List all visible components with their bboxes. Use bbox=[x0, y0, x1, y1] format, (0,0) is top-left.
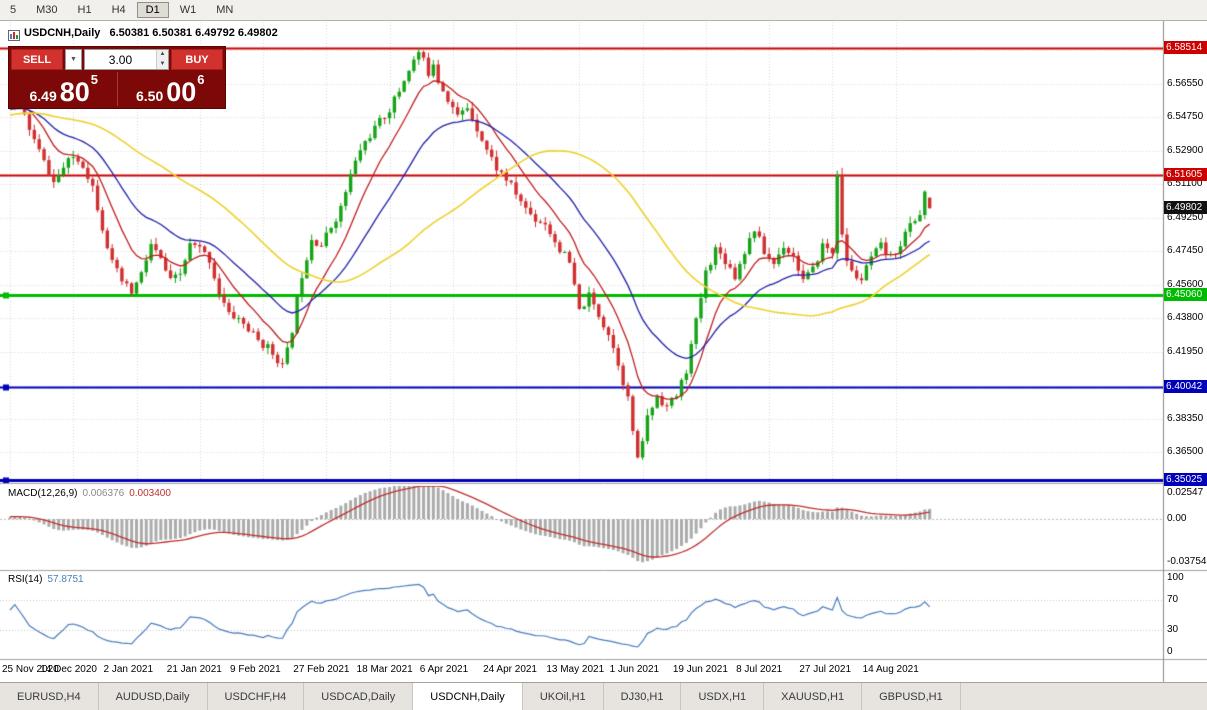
time-axis-label: 14 Dec 2020 bbox=[40, 664, 97, 675]
chart-tab-ukoil-h1[interactable]: UKOil,H1 bbox=[523, 683, 604, 710]
lot-spinner: ▲ ▼ bbox=[155, 50, 168, 69]
chart-tab-xauusd-h1[interactable]: XAUUSD,H1 bbox=[764, 683, 863, 710]
level-price-label: 6.45060 bbox=[1164, 288, 1207, 302]
chart-tab-usdcnh-daily[interactable]: USDCNH,Daily bbox=[413, 683, 523, 710]
time-axis-label: 25 Nov 2020 bbox=[2, 664, 59, 675]
one-click-trading-panel: SELL ▼ ▲ ▼ BUY 6.49 80 5 6.50 00 bbox=[8, 46, 226, 109]
price-axis-tick: 6.52900 bbox=[1167, 145, 1204, 157]
macd-main-value: 0.006376 bbox=[82, 488, 125, 499]
buy-price-base: 6.50 bbox=[135, 87, 164, 104]
time-axis-label: 9 Feb 2021 bbox=[230, 664, 281, 675]
timeframe-button-d1[interactable]: D1 bbox=[136, 2, 169, 18]
macd-indicator-label: MACD(12,26,9) 0.006376 0.003400 bbox=[8, 488, 171, 499]
buy-button[interactable]: BUY bbox=[171, 49, 223, 70]
rsi-name: RSI(14) bbox=[8, 574, 43, 585]
rsi-axis-label: 100 bbox=[1167, 572, 1184, 583]
timeframe-button-m30[interactable]: M30 bbox=[36, 4, 58, 16]
time-axis-label: 2 Jan 2021 bbox=[103, 664, 154, 675]
price-axis-tick: 6.43800 bbox=[1167, 312, 1204, 324]
time-axis-label: 18 Mar 2021 bbox=[356, 664, 413, 675]
time-axis-label: 1 Jun 2021 bbox=[609, 664, 660, 675]
level-price-label: 6.58514 bbox=[1164, 41, 1207, 55]
chart-tab-usdchf-h4[interactable]: USDCHF,H4 bbox=[208, 683, 305, 710]
lot-size-field: ▲ ▼ bbox=[84, 49, 169, 70]
timeframe-button-5[interactable]: 5 bbox=[10, 4, 17, 16]
trade-prices-row: 6.49 80 5 6.50 00 6 bbox=[11, 72, 223, 106]
buy-price-display[interactable]: 6.50 00 6 bbox=[116, 72, 224, 108]
price-axis-tick: 6.49250 bbox=[1167, 212, 1204, 224]
price-axis-tick: 6.47450 bbox=[1167, 245, 1204, 257]
price-axis-tick: 6.45600 bbox=[1167, 279, 1204, 291]
timeframe-button-h4[interactable]: H4 bbox=[111, 4, 126, 16]
chart-tabs-bar: EURUSD,H4 AUDUSD,Daily USDCHF,H4 USDCAD,Dai… bbox=[0, 682, 1207, 710]
chart-title: USDCNH,Daily 6.50381 6.50381 6.49792 6.4… bbox=[24, 27, 278, 39]
ohlc-quote-label: 6.50381 6.50381 6.49792 6.49802 bbox=[109, 27, 278, 39]
rsi-value: 57.8751 bbox=[47, 574, 84, 585]
time-axis-label: 24 Apr 2021 bbox=[483, 664, 537, 675]
chart-tab-usdcad-daily[interactable]: USDCAD,Daily bbox=[304, 683, 414, 710]
time-axis-label: 13 May 2021 bbox=[546, 664, 605, 675]
spinner-up-icon[interactable]: ▲ bbox=[156, 50, 168, 60]
macd-axis-label: 0.02547 bbox=[1167, 487, 1204, 498]
price-axis-tick: 6.38350 bbox=[1167, 412, 1204, 424]
level-price-label: 6.40042 bbox=[1164, 380, 1207, 394]
sell-price-base: 6.49 bbox=[29, 87, 57, 104]
timeframe-button-w1[interactable]: W1 bbox=[179, 4, 197, 16]
chart-tab-eurusd-h4[interactable]: EURUSD,H4 bbox=[0, 683, 99, 710]
price-axis-tick: 6.41950 bbox=[1167, 346, 1204, 358]
rsi-axis-label: 0 bbox=[1167, 646, 1173, 657]
price-axis-tick: 6.36500 bbox=[1167, 446, 1204, 458]
level-price-label: 6.35025 bbox=[1164, 472, 1207, 486]
timeframe-toolbar: 5 M30 H1 H4 D1 W1 MN bbox=[0, 0, 1207, 21]
symbol-period-label: USDCNH,Daily bbox=[24, 27, 101, 39]
price-axis-tick: 6.54750 bbox=[1167, 111, 1204, 123]
price-axis-tick: 6.51100 bbox=[1167, 178, 1203, 190]
lot-size-input[interactable] bbox=[85, 50, 156, 69]
spinner-down-icon[interactable]: ▼ bbox=[156, 59, 168, 69]
timeframe-button-h1[interactable]: H1 bbox=[77, 4, 92, 16]
time-axis-label: 21 Jan 2021 bbox=[166, 664, 222, 675]
lot-dropdown-button[interactable]: ▼ bbox=[65, 49, 82, 70]
timeframe-button-mn[interactable]: MN bbox=[216, 4, 234, 16]
time-axis-label: 27 Feb 2021 bbox=[293, 664, 350, 675]
sell-price-pips: 80 bbox=[59, 77, 90, 108]
current-price-label: 6.49802 bbox=[1164, 201, 1207, 215]
sell-price-point: 5 bbox=[90, 72, 99, 87]
time-axis-label: 19 Jun 2021 bbox=[672, 664, 728, 675]
price-axis-tick: 6.56550 bbox=[1167, 78, 1204, 90]
time-axis-label: 8 Jul 2021 bbox=[736, 664, 783, 675]
level-price-label: 6.51605 bbox=[1164, 168, 1207, 182]
chart-tab-gbpusd-h1[interactable]: GBPUSD,H1 bbox=[862, 683, 961, 710]
rsi-axis-label: 30 bbox=[1167, 623, 1179, 635]
sell-price-display[interactable]: 6.49 80 5 bbox=[11, 72, 117, 106]
macd-signal-value: 0.003400 bbox=[129, 488, 171, 499]
trade-controls-row: SELL ▼ ▲ ▼ BUY bbox=[11, 49, 223, 70]
macd-axis-label: 0.00 bbox=[1167, 513, 1187, 525]
macd-name: MACD(12,26,9) bbox=[8, 488, 78, 499]
chevron-down-icon: ▼ bbox=[70, 56, 77, 63]
buy-price-pips: 00 bbox=[166, 77, 197, 108]
macd-axis-label: -0.03754 bbox=[1167, 556, 1207, 567]
chart-tab-usdx-h1[interactable]: USDX,H1 bbox=[681, 683, 765, 710]
time-axis-label: 27 Jul 2021 bbox=[799, 664, 852, 675]
time-axis-label: 14 Aug 2021 bbox=[862, 664, 919, 675]
rsi-axis-label: 70 bbox=[1167, 594, 1179, 606]
time-axis-label: 6 Apr 2021 bbox=[419, 664, 469, 675]
buy-price-point: 6 bbox=[197, 72, 205, 87]
rsi-indicator-label: RSI(14) 57.8751 bbox=[8, 574, 84, 585]
chart-window-icon bbox=[8, 28, 20, 41]
chart-tab-audusd-daily[interactable]: AUDUSD,Daily bbox=[99, 683, 208, 710]
sell-button[interactable]: SELL bbox=[11, 49, 63, 70]
chart-tab-dj30-h1[interactable]: DJ30,H1 bbox=[604, 683, 682, 710]
